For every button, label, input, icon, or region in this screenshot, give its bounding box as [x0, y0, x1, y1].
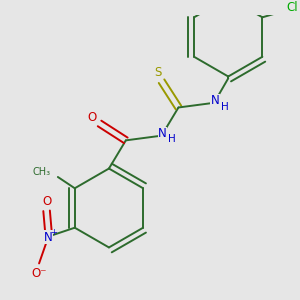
Text: N: N [211, 94, 220, 107]
Text: N: N [44, 231, 53, 244]
Text: Cl: Cl [286, 2, 298, 14]
Text: S: S [154, 66, 161, 79]
Text: H: H [168, 134, 176, 144]
Text: +: + [50, 228, 57, 237]
Text: O: O [42, 195, 51, 208]
Text: CH₃: CH₃ [32, 167, 50, 177]
Text: O⁻: O⁻ [31, 267, 47, 280]
Text: N: N [158, 127, 167, 140]
Text: O: O [87, 111, 97, 124]
Text: H: H [220, 101, 228, 112]
